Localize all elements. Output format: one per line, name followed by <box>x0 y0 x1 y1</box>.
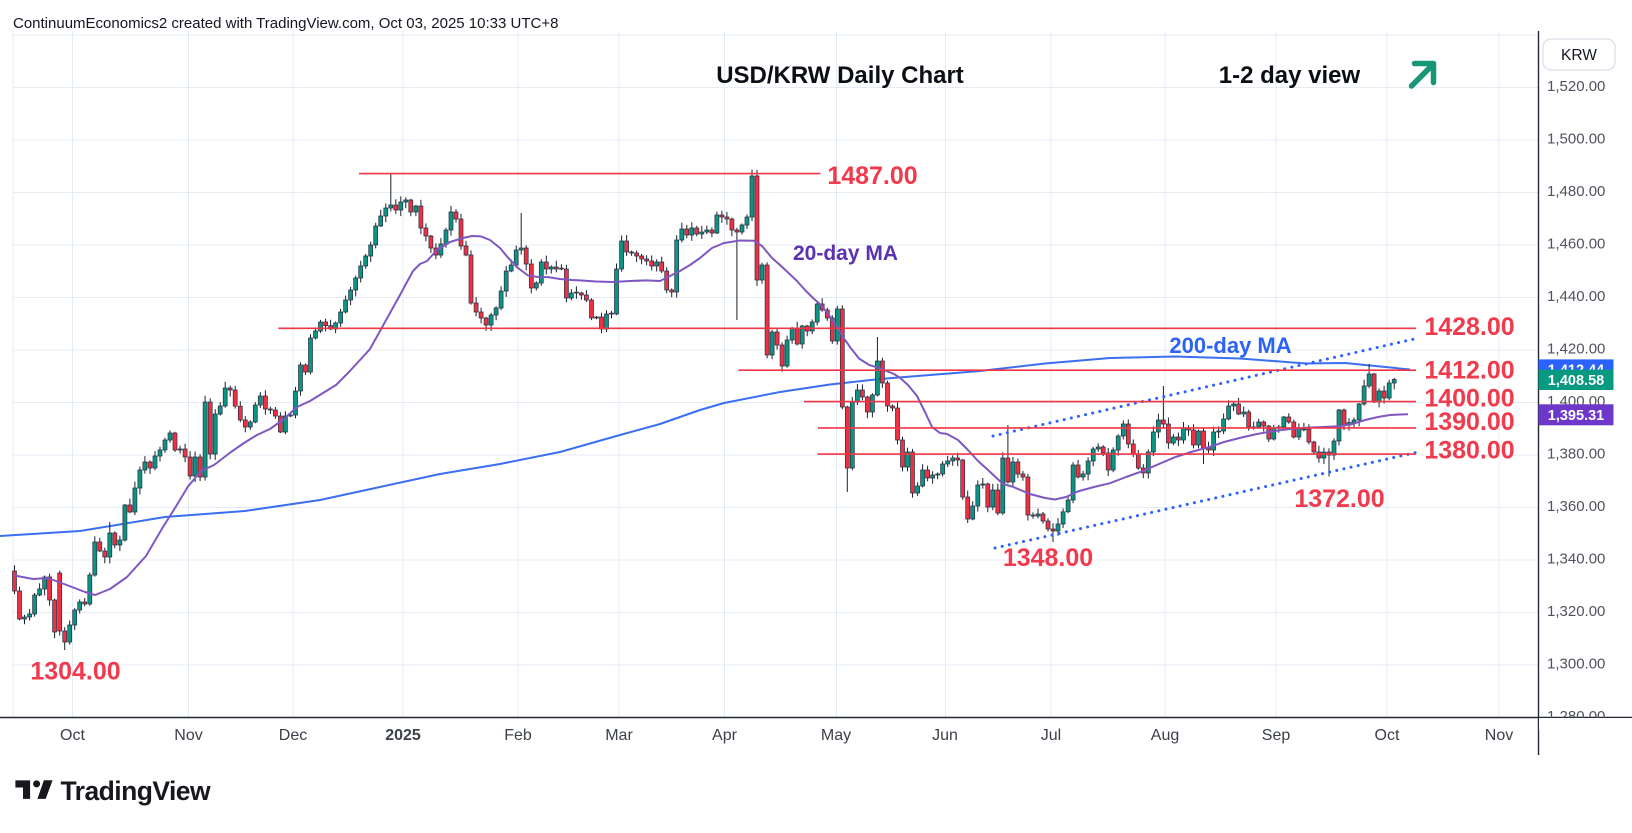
svg-text:1390.00: 1390.00 <box>1424 408 1514 436</box>
svg-text:Sep: Sep <box>1262 727 1291 744</box>
svg-text:1,420.00: 1,420.00 <box>1547 341 1605 358</box>
svg-text:1,380.00: 1,380.00 <box>1547 446 1605 463</box>
svg-text:1400.00: 1400.00 <box>1424 384 1514 412</box>
svg-text:20-day MA: 20-day MA <box>793 242 898 265</box>
svg-text:1,440.00: 1,440.00 <box>1547 288 1605 305</box>
svg-text:Dec: Dec <box>279 727 307 744</box>
svg-text:1-2 day view: 1-2 day view <box>1219 62 1361 89</box>
svg-text:1487.00: 1487.00 <box>827 162 917 190</box>
svg-text:Jun: Jun <box>932 727 958 744</box>
svg-text:Apr: Apr <box>712 727 738 744</box>
svg-text:1,460.00: 1,460.00 <box>1547 236 1605 253</box>
svg-text:Oct: Oct <box>1375 727 1400 744</box>
svg-text:1380.00: 1380.00 <box>1424 437 1514 465</box>
svg-text:1412.00: 1412.00 <box>1424 357 1514 385</box>
svg-text:200-day MA: 200-day MA <box>1169 333 1291 358</box>
svg-text:Nov: Nov <box>1485 727 1513 744</box>
svg-text:ContinuumEconomics2 created wi: ContinuumEconomics2 created with Trading… <box>13 15 558 32</box>
svg-text:1,480.00: 1,480.00 <box>1547 183 1605 200</box>
svg-text:1,320.00: 1,320.00 <box>1547 603 1605 620</box>
svg-text:May: May <box>821 727 851 744</box>
svg-text:1304.00: 1304.00 <box>30 658 120 686</box>
svg-text:2025: 2025 <box>385 727 421 744</box>
svg-text:Jul: Jul <box>1041 727 1061 744</box>
svg-text:1348.00: 1348.00 <box>1003 544 1093 572</box>
svg-text:Aug: Aug <box>1151 727 1179 744</box>
svg-text:1,408.58: 1,408.58 <box>1548 373 1604 389</box>
svg-text:Feb: Feb <box>504 727 532 744</box>
svg-text:USD/KRW Daily Chart: USD/KRW Daily Chart <box>716 62 964 89</box>
svg-text:Oct: Oct <box>60 727 85 744</box>
svg-text:1,300.00: 1,300.00 <box>1547 656 1605 673</box>
svg-text:1,395.31: 1,395.31 <box>1548 408 1604 424</box>
svg-text:1372.00: 1372.00 <box>1294 485 1384 513</box>
svg-text:Mar: Mar <box>605 727 633 744</box>
svg-text:1,520.00: 1,520.00 <box>1547 78 1605 95</box>
svg-text:TradingView: TradingView <box>61 776 211 806</box>
svg-text:1428.00: 1428.00 <box>1424 313 1514 341</box>
svg-text:1,500.00: 1,500.00 <box>1547 131 1605 148</box>
svg-text:Nov: Nov <box>174 727 202 744</box>
svg-text:1,340.00: 1,340.00 <box>1547 551 1605 568</box>
svg-text:1,360.00: 1,360.00 <box>1547 498 1605 515</box>
svg-text:KRW: KRW <box>1561 47 1597 64</box>
